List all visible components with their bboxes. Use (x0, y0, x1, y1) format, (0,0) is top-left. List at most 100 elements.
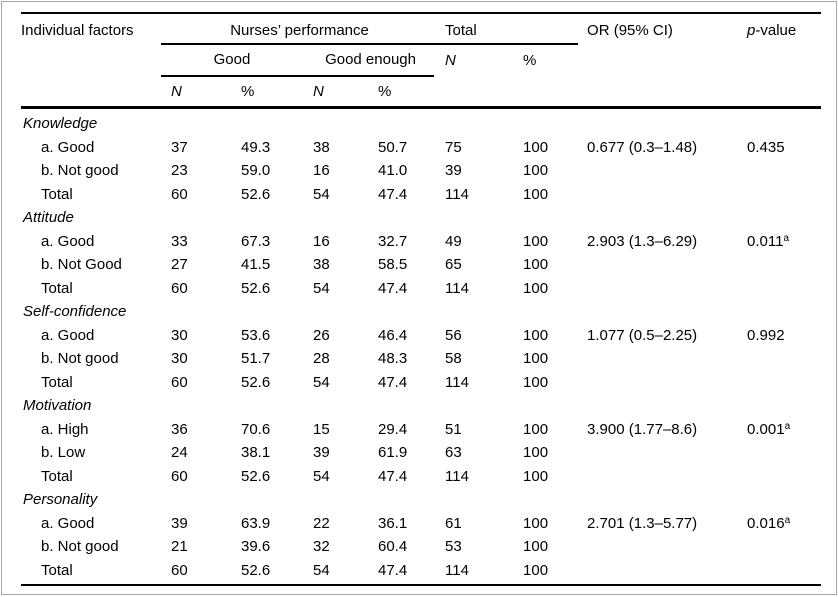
cell-good-n: 33 (171, 232, 188, 250)
data-row: Total 60 52.6 54 47.4 114 100 (21, 183, 821, 207)
cell-good-n: 60 (171, 467, 188, 485)
factor-name: Self-confidence (23, 303, 127, 321)
cell-or-ci (577, 253, 741, 277)
data-row: b. Not good 30 51.7 28 48.3 58 100 (21, 347, 821, 371)
header-good-enough-pct: % (378, 83, 392, 101)
cell-total-n: 114 (445, 561, 469, 579)
factor-name: Motivation (23, 397, 92, 415)
cell-total-pct: 100 (523, 373, 549, 391)
cell-p-value (741, 465, 821, 489)
cell-p-value (741, 159, 821, 183)
cell-or-ci (577, 183, 741, 207)
cell-total-n: 114 (445, 467, 469, 485)
cell-or-ci: 0.677 (0.3–1.48) (587, 138, 698, 156)
footnote-marker: a (784, 420, 791, 432)
cell-good-n: 30 (171, 326, 188, 344)
cell-or-ci (577, 347, 741, 371)
row-label: Total (41, 561, 73, 579)
cell-good-enough-n: 22 (313, 514, 330, 532)
row-label: Total (41, 185, 73, 203)
cell-total-pct: 100 (523, 185, 549, 203)
cell-total-pct: 100 (523, 538, 549, 556)
footnote-marker: a (783, 232, 790, 244)
cell-good-pct: 52.6 (241, 373, 271, 391)
cell-total-pct: 100 (523, 138, 549, 156)
cell-good-enough-pct: 47.4 (378, 373, 408, 391)
header-row-subgroups: Good Good enough N % (21, 44, 821, 76)
cell-good-enough-pct: 32.7 (378, 232, 408, 250)
header-good-enough: Good enough (325, 51, 416, 69)
cell-good-n: 36 (171, 420, 188, 438)
cell-good-enough-n: 54 (313, 279, 330, 297)
cell-good-n: 60 (171, 373, 188, 391)
cell-total-n: 58 (445, 350, 462, 368)
cell-good-enough-n: 28 (313, 350, 330, 368)
cell-p-value: 0.992 (747, 326, 785, 344)
data-row: Total 60 52.6 54 47.4 114 100 (21, 371, 821, 395)
cell-or-ci (577, 465, 741, 489)
data-row: b. Not good 21 39.6 32 60.4 53 100 (21, 535, 821, 559)
cell-p-value: 0.016a (747, 514, 791, 532)
header-p-value: p-value (741, 14, 821, 108)
data-row: a. Good 33 67.3 16 32.7 49 100 2.903 (1.… (21, 230, 821, 254)
data-row: a. Good 39 63.9 22 36.1 61 100 2.701 (1.… (21, 512, 821, 536)
row-label: Total (41, 279, 73, 297)
cell-or-ci (577, 535, 741, 559)
cell-total-n: 53 (445, 538, 462, 556)
cell-good-pct: 52.6 (241, 467, 271, 485)
cell-total-n: 75 (445, 138, 462, 156)
header-row-groups: Individual factors Nurses’ performance T… (21, 14, 821, 44)
header-individual-factors: Individual factors (21, 22, 134, 39)
cell-good-enough-n: 26 (313, 326, 330, 344)
cell-total-n: 63 (445, 444, 462, 462)
cell-good-enough-pct: 47.4 (378, 185, 408, 203)
cell-good-n: 37 (171, 138, 188, 156)
cell-p-value (741, 347, 821, 371)
header-body-divider-rule (21, 106, 821, 109)
cell-or-ci: 1.077 (0.5–2.25) (587, 326, 698, 344)
cell-good-enough-n: 38 (313, 138, 330, 156)
cell-good-pct: 41.5 (241, 256, 271, 274)
table-header: Individual factors Nurses’ performance T… (21, 14, 821, 108)
section-row: Personality (21, 488, 821, 512)
cell-good-n: 30 (171, 350, 188, 368)
cell-good-pct: 52.6 (241, 279, 271, 297)
factor-name: Knowledge (23, 115, 98, 133)
data-row: b. Not Good 27 41.5 38 58.5 65 100 (21, 253, 821, 277)
cell-good-enough-n: 15 (313, 420, 330, 438)
cell-or-ci (577, 371, 741, 395)
header-total: Total (445, 22, 477, 39)
cell-good-n: 21 (171, 538, 188, 556)
data-row: a. Good 37 49.3 38 50.7 75 100 0.677 (0.… (21, 136, 821, 160)
cell-good-enough-pct: 29.4 (378, 420, 408, 438)
cell-good-pct: 52.6 (241, 185, 271, 203)
header-total-n: N (445, 52, 456, 69)
data-row: b. Low 24 38.1 39 61.9 63 100 (21, 441, 821, 465)
cell-total-n: 114 (445, 185, 469, 203)
cell-good-n: 39 (171, 514, 188, 532)
cell-total-n: 61 (445, 514, 462, 532)
performance-total-group-rule (161, 43, 578, 45)
cell-good-n: 23 (171, 162, 188, 180)
cell-good-n: 60 (171, 279, 188, 297)
header-good-enough-n: N (313, 83, 324, 101)
cell-good-enough-n: 54 (313, 185, 330, 203)
cell-or-ci (577, 277, 741, 301)
good-goodenough-subgroup-rule (161, 75, 434, 77)
data-row: a. Good 30 53.6 26 46.4 56 100 1.077 (0.… (21, 324, 821, 348)
row-label: b. Not Good (41, 256, 122, 274)
cell-or-ci: 3.900 (1.77–8.6) (587, 420, 698, 438)
cell-or-ci: 2.903 (1.3–6.29) (587, 232, 698, 250)
cell-total-pct: 100 (523, 350, 549, 368)
cell-or-ci: 2.701 (1.3–5.77) (587, 514, 698, 532)
cell-total-pct: 100 (523, 514, 549, 532)
cell-p-value (741, 371, 821, 395)
header-or-ci: OR (95% CI) (587, 22, 673, 39)
cell-good-enough-n: 39 (313, 444, 330, 462)
row-label: Total (41, 373, 73, 391)
cell-good-pct: 59.0 (241, 162, 271, 180)
cell-total-pct: 100 (523, 326, 549, 344)
row-label: b. Not good (41, 350, 119, 368)
cell-good-enough-pct: 60.4 (378, 538, 408, 556)
